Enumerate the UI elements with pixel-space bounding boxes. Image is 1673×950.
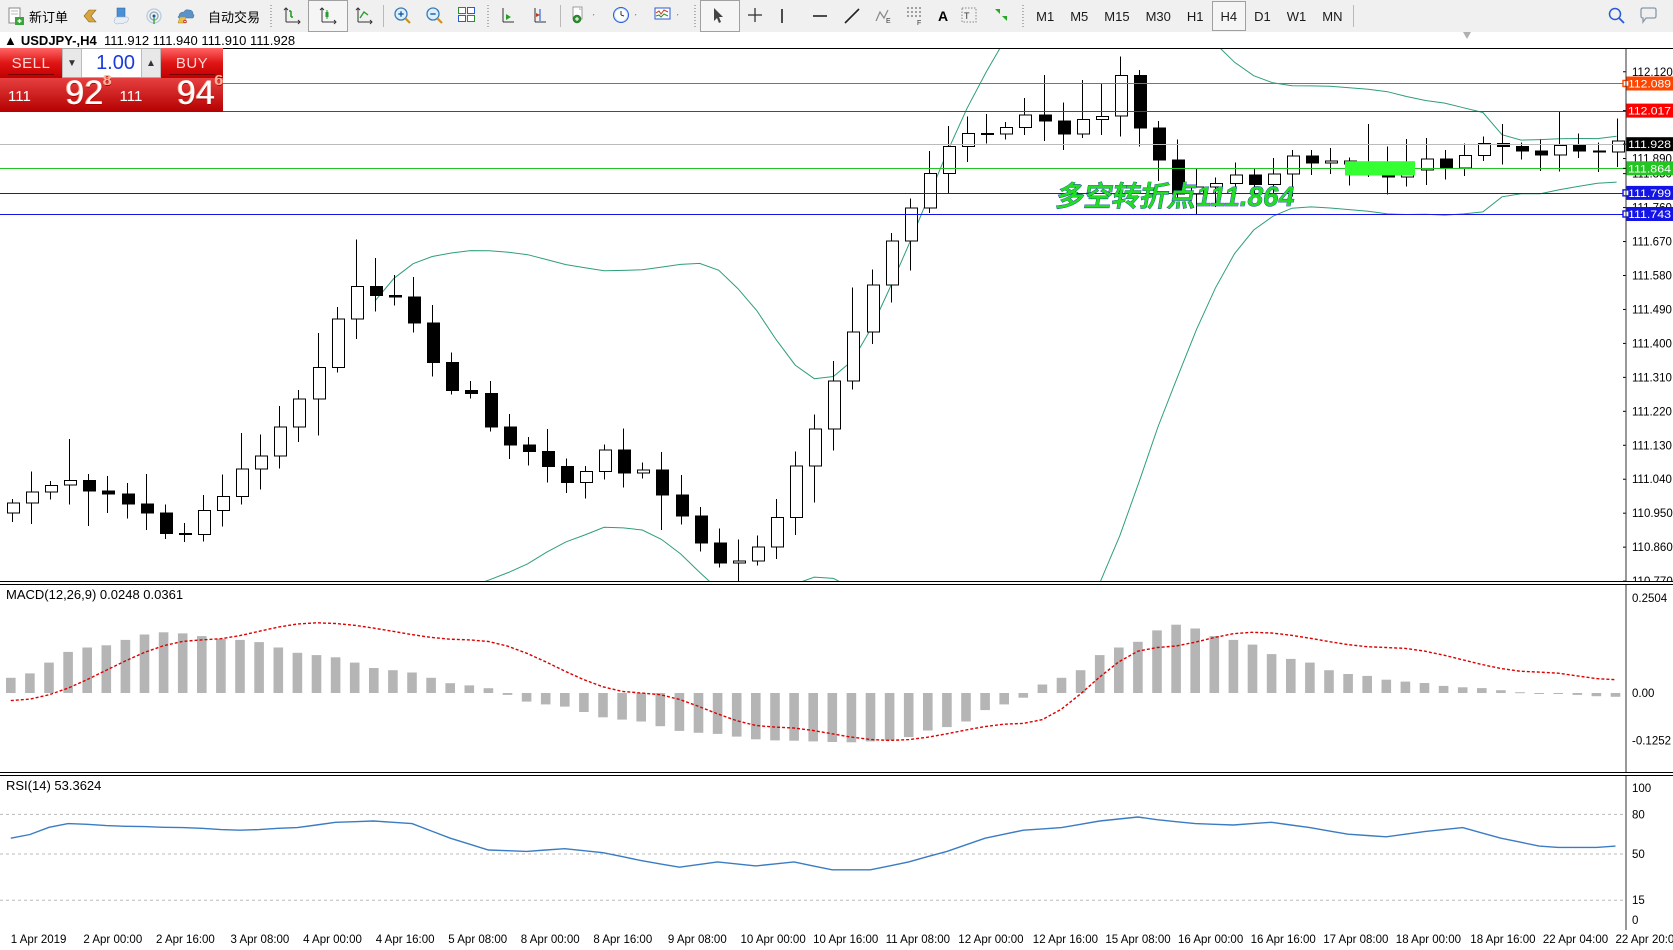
- svg-text:111.220: 111.220: [1632, 406, 1672, 418]
- svg-text:112.017: 112.017: [1628, 106, 1671, 118]
- svg-text:9 Apr 08:00: 9 Apr 08:00: [668, 934, 727, 946]
- svg-text:111.040: 111.040: [1632, 474, 1672, 486]
- svg-text:111.799: 111.799: [1628, 188, 1671, 200]
- svg-text:111.580: 111.580: [1632, 271, 1672, 283]
- svg-text:12 Apr 16:00: 12 Apr 16:00: [1033, 934, 1098, 946]
- svg-text:MACD(12,26,9) 0.0248 0.0361: MACD(12,26,9) 0.0248 0.0361: [6, 587, 183, 602]
- svg-text:2 Apr 00:00: 2 Apr 00:00: [83, 934, 142, 946]
- svg-text:-0.1252: -0.1252: [1632, 736, 1671, 748]
- svg-text:11 Apr 08:00: 11 Apr 08:00: [886, 934, 950, 946]
- svg-text:4 Apr 16:00: 4 Apr 16:00: [376, 934, 435, 946]
- svg-text:111.743: 111.743: [1628, 209, 1671, 221]
- svg-text:E: E: [886, 18, 891, 25]
- svg-text:18 Apr 16:00: 18 Apr 16:00: [1470, 934, 1535, 946]
- svg-text:17 Apr 08:00: 17 Apr 08:00: [1323, 934, 1388, 946]
- svg-text:10 Apr 00:00: 10 Apr 00:00: [741, 934, 806, 946]
- svg-text:80: 80: [1632, 809, 1645, 821]
- svg-text:2 Apr 16:00: 2 Apr 16:00: [156, 934, 215, 946]
- svg-text:12 Apr 00:00: 12 Apr 00:00: [958, 934, 1023, 946]
- svg-text:112.089: 112.089: [1628, 79, 1671, 91]
- svg-text:15 Apr 08:00: 15 Apr 08:00: [1105, 934, 1170, 946]
- svg-text:16 Apr 16:00: 16 Apr 16:00: [1251, 934, 1316, 946]
- svg-text:111.400: 111.400: [1632, 338, 1672, 350]
- svg-text:111.130: 111.130: [1632, 440, 1672, 452]
- svg-text:F: F: [917, 20, 921, 26]
- svg-text:111.670: 111.670: [1632, 237, 1672, 249]
- svg-text:3 Apr 08:00: 3 Apr 08:00: [231, 934, 290, 946]
- svg-text:22 Apr 04:00: 22 Apr 04:00: [1543, 934, 1608, 946]
- svg-text:15: 15: [1632, 895, 1645, 907]
- svg-text:8 Apr 16:00: 8 Apr 16:00: [593, 934, 652, 946]
- svg-text:110.860: 110.860: [1632, 542, 1673, 554]
- svg-text:0.2504: 0.2504: [1632, 593, 1668, 605]
- svg-text:1 Apr 2019: 1 Apr 2019: [11, 934, 67, 946]
- svg-text:多空转折点111.864: 多空转折点111.864: [1054, 180, 1298, 212]
- svg-text:0.00: 0.00: [1632, 688, 1654, 700]
- svg-text:T: T: [964, 11, 970, 21]
- svg-text:18 Apr 00:00: 18 Apr 00:00: [1396, 934, 1461, 946]
- svg-text:50: 50: [1632, 849, 1645, 861]
- svg-text:16 Apr 00:00: 16 Apr 00:00: [1178, 934, 1243, 946]
- svg-text:22 Apr 20:00: 22 Apr 20:00: [1616, 934, 1673, 946]
- svg-text:100: 100: [1632, 783, 1651, 795]
- svg-text:4 Apr 00:00: 4 Apr 00:00: [303, 934, 362, 946]
- svg-text:0: 0: [1632, 915, 1638, 927]
- svg-text:110.950: 110.950: [1632, 508, 1673, 520]
- svg-text:5 Apr 08:00: 5 Apr 08:00: [448, 934, 507, 946]
- svg-text:111.310: 111.310: [1632, 372, 1672, 384]
- svg-text:RSI(14) 53.3624: RSI(14) 53.3624: [6, 778, 101, 793]
- svg-text:8 Apr 00:00: 8 Apr 00:00: [521, 934, 580, 946]
- svg-text:111.490: 111.490: [1632, 305, 1672, 317]
- svg-text:10 Apr 16:00: 10 Apr 16:00: [813, 934, 878, 946]
- svg-text:111.928: 111.928: [1628, 139, 1671, 151]
- svg-text:111.864: 111.864: [1628, 163, 1671, 175]
